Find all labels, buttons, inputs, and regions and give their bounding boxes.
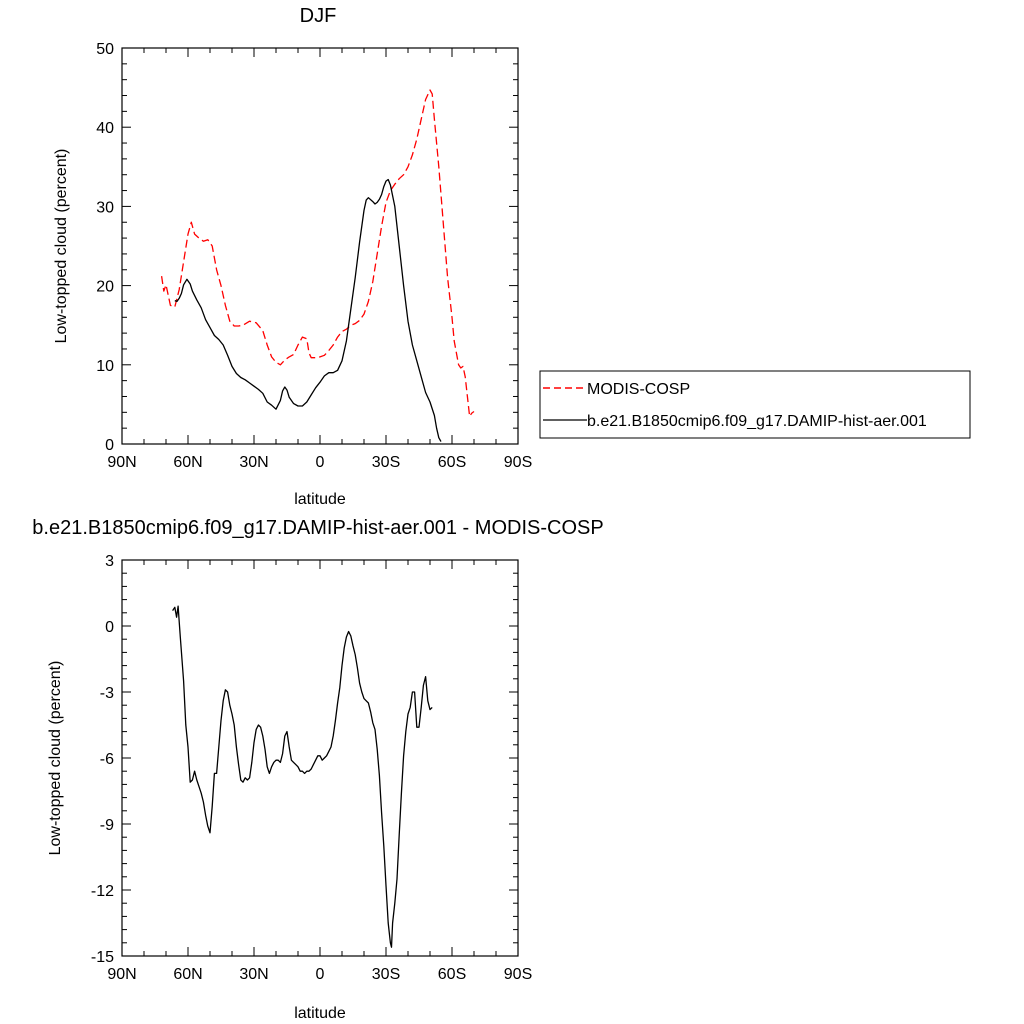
top-x-tick-label: 0 [316,454,325,471]
top-y-axis-label: Low-topped cloud (percent) [53,149,70,344]
top-x-tick-label: 90N [107,454,136,471]
top-x-axis-label: latitude [294,491,346,508]
top-y-tick-label: 0 [105,437,114,454]
bottom-x-tick-label: 90S [504,966,532,983]
bottom-axes: 90N 60N 30N 0 30S 60S 90S 3 0 -3 -6 -9 -12 -15 [91,553,532,983]
bottom-x-tick-label: 30N [239,966,268,983]
bottom-plot-frame [121,559,519,957]
bottom-series-layer [172,605,433,948]
top-x-tick-label: 90S [504,454,532,471]
top-series-layer [160,89,475,442]
bottom-y-tick-label: 0 [105,619,114,636]
bottom-y-tick-label: -9 [100,817,114,834]
bottom-series-0-line [172,605,433,948]
top-chart-title: DJF [300,5,337,27]
top-y-tick-label: 40 [96,120,114,137]
bottom-x-tick-label: 60S [438,966,466,983]
legend: MODIS-COSP b.e21.B1850cmip6.f09_g17.DAMI… [539,370,971,439]
top-x-tick-label: 30S [372,454,400,471]
top-y-tick-label: 50 [96,41,114,58]
bottom-x-tick-label: 0 [316,966,325,983]
top-series-b-e21-b1850cmip6-f09-g17-damip-hist-aer-001-line [174,178,442,442]
legend-label-modis: MODIS-COSP [587,381,690,398]
bottom-x-tick-label: 30S [372,966,400,983]
top-axes: 90N 60N 30N 0 30S 60S 90S 0 10 20 30 40 50 [96,41,532,471]
bottom-y-tick-label: -3 [100,685,114,702]
bottom-y-axis-label: Low-topped cloud (percent) [47,661,64,856]
legend-label-model: b.e21.B1850cmip6.f09_g17.DAMIP-hist-aer.… [587,413,927,430]
bottom-y-tick-label: -15 [91,949,114,966]
top-plot-frame [121,47,519,445]
bottom-x-axis-label: latitude [294,1005,346,1022]
top-y-tick-label: 20 [96,279,114,296]
bottom-chart-title: b.e21.B1850cmip6.f09_g17.DAMIP-hist-aer.… [32,517,603,539]
top-series-modis-cosp-line [160,89,475,417]
top-x-tick-label: 60N [173,454,202,471]
bottom-x-tick-label: 60N [173,966,202,983]
top-chart: DJF 90N 60N 30N 0 30S 60S 90S 0 10 20 30 40 50 latit… [53,5,971,508]
bottom-y-tick-label: -6 [100,751,114,768]
top-y-tick-label: 10 [96,358,114,375]
legend-box [539,370,971,439]
bottom-y-tick-label: 3 [105,553,114,570]
bottom-chart: b.e21.B1850cmip6.f09_g17.DAMIP-hist-aer.… [32,517,603,1022]
bottom-x-tick-label: 90N [107,966,136,983]
top-x-tick-label: 60S [438,454,466,471]
bottom-y-tick-label: -12 [91,883,114,900]
top-x-tick-label: 30N [239,454,268,471]
top-y-tick-label: 30 [96,199,114,216]
